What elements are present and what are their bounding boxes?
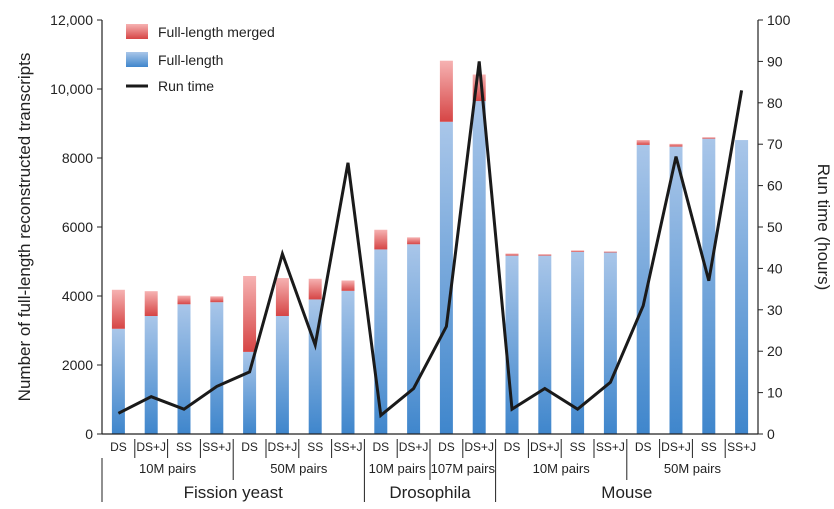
category-label: DS (110, 440, 127, 454)
legend-swatch-merged (126, 24, 148, 39)
legend-label: Full-length (158, 52, 223, 68)
bar-full-length-merged (636, 140, 650, 145)
group-label: 10M pairs (369, 461, 427, 476)
bar-full-length (439, 121, 453, 435)
y-tick-label: 8000 (62, 150, 93, 166)
category-label: SS (176, 440, 192, 454)
axes: 0 2000 4000 6000 8000 10,000 12,000 0 10 20 30 40 50… (50, 12, 791, 502)
bar-full-length (275, 316, 289, 434)
bar-full-length (735, 140, 749, 434)
category-label: DS+J (464, 440, 494, 454)
y-tick-label: 0 (85, 426, 93, 442)
category-label: SS+J (596, 440, 625, 454)
category-label: DS (504, 440, 521, 454)
legend-swatch-full-length (126, 52, 148, 67)
group-label: 10M pairs (533, 461, 591, 476)
bar-full-length-merged (308, 278, 322, 300)
y2-tick-label: 50 (767, 219, 783, 235)
legend-label: Full-length merged (158, 24, 275, 40)
category-label: DS+J (399, 440, 429, 454)
bar-full-length-merged (505, 253, 519, 256)
bar-full-length (603, 252, 617, 434)
bar-full-length (341, 290, 355, 434)
category-label: SS+J (202, 440, 231, 454)
category-label: SS (701, 440, 717, 454)
bar-full-length (538, 255, 552, 434)
bar-full-length (210, 302, 224, 434)
y-tick-label: 10,000 (50, 81, 93, 97)
category-label: DS+J (661, 440, 691, 454)
category-label: DS+J (268, 440, 298, 454)
run-time-line (117, 61, 744, 419)
y2-tick-label: 40 (767, 260, 783, 276)
y2-tick-label: 20 (767, 343, 783, 359)
y2-tick-label: 60 (767, 178, 783, 194)
bar-full-length-merged (275, 278, 289, 317)
bar-full-length (472, 101, 486, 434)
bar-full-length (636, 144, 650, 434)
bar-full-length (702, 138, 716, 434)
bar-full-length (177, 304, 191, 434)
group-label: 107M pairs (431, 461, 496, 476)
bar-full-length (669, 146, 683, 435)
category-label: SS (570, 440, 586, 454)
y2-tick-label: 80 (767, 95, 783, 111)
organism-label: Fission yeast (184, 483, 283, 502)
y2-tick-label: 100 (767, 12, 791, 28)
category-label: SS+J (727, 440, 756, 454)
group-label: 50M pairs (270, 461, 328, 476)
category-label: DS+J (530, 440, 560, 454)
bar-full-length-merged (210, 296, 224, 303)
group-label: 50M pairs (664, 461, 722, 476)
bar-full-length (111, 328, 125, 434)
bar-full-length-merged (177, 295, 191, 305)
y2-tick-label: 0 (767, 426, 775, 442)
y2-tick-label: 30 (767, 302, 783, 318)
bar-full-length-merged (243, 275, 257, 352)
y-tick-label: 12,000 (50, 12, 93, 28)
bar-full-length-merged (144, 291, 158, 317)
legend: Full-length merged Full-length Run time (126, 24, 275, 94)
bar-full-length-merged (374, 229, 388, 250)
y2-tick-label: 90 (767, 53, 783, 69)
group-label: 10M pairs (139, 461, 197, 476)
category-label: SS+J (333, 440, 362, 454)
legend-label: Run time (158, 78, 214, 94)
bar-full-length (407, 244, 421, 434)
category-label: DS+J (136, 440, 166, 454)
y2-tick-label: 70 (767, 136, 783, 152)
category-label: DS (438, 440, 455, 454)
y-tick-label: 4000 (62, 288, 93, 304)
bar-full-length (144, 316, 158, 434)
bar-full-length-merged (439, 60, 453, 122)
category-label: DS (372, 440, 389, 454)
bar-full-length-merged (111, 289, 125, 329)
bar-full-length-merged (407, 237, 421, 245)
run-time-layer (117, 61, 744, 419)
category-label: DS (241, 440, 258, 454)
bar-full-length (571, 251, 585, 434)
bar-full-length-merged (538, 254, 552, 256)
bar-full-length-merged (669, 143, 683, 147)
y-tick-label: 6000 (62, 219, 93, 235)
bar-full-length-merged (702, 137, 716, 139)
y2-axis-label: Run time (hours) (814, 164, 833, 291)
bar-full-length (243, 351, 257, 434)
y-tick-label: 2000 (62, 357, 93, 373)
category-label: SS (307, 440, 323, 454)
y2-tick-label: 10 (767, 385, 783, 401)
bar-full-length-merged (603, 251, 617, 253)
bar-full-length-merged (571, 250, 585, 252)
organism-label: Mouse (601, 483, 652, 502)
bars (111, 60, 749, 435)
bar-full-length-merged (341, 280, 355, 291)
y-axis-label: Number of full-length reconstructed tran… (15, 53, 34, 402)
organism-label: Drosophila (389, 483, 471, 502)
category-label: DS (635, 440, 652, 454)
